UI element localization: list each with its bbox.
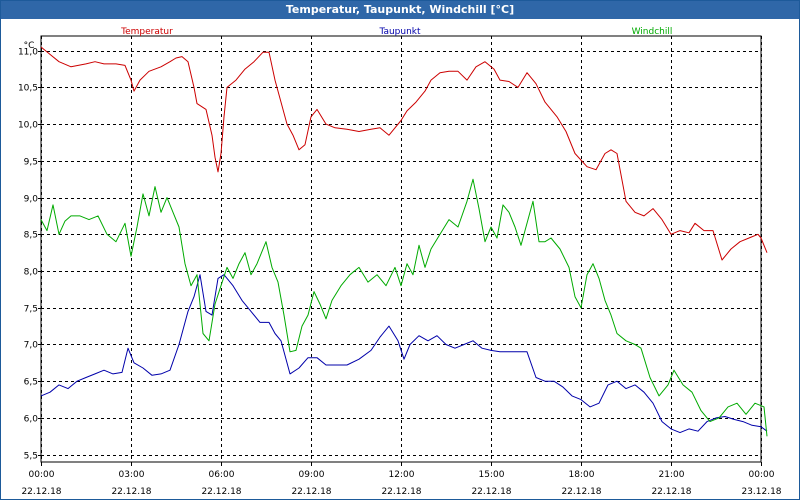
x-tick-date: 22.12.18 — [651, 487, 691, 497]
y-tick-label: 10,5 — [18, 84, 38, 94]
y-tick-label: 8,0 — [24, 268, 39, 278]
series-line-temperatur — [40, 46, 768, 261]
y-tick-label: 9,0 — [24, 195, 39, 205]
legend-windchill: Windchill — [632, 27, 673, 37]
x-tick-date: 22.12.18 — [471, 487, 511, 497]
x-tick-date: 22.12.18 — [201, 487, 241, 497]
series-line-windchill — [40, 178, 768, 437]
x-tick-time: 03:00 — [119, 470, 145, 480]
legend-taupunkt: Taupunkt — [378, 27, 421, 37]
x-tick-time: 21:00 — [659, 470, 685, 480]
y-tick-label: 5,5 — [24, 452, 38, 462]
y-tick-label: 6,0 — [24, 415, 39, 425]
y-axis-unit: °C — [24, 41, 35, 51]
chart-plot: 5,5 6,0 6,5 7,0 7,5 8,0 8,5 9,0 9,5 10,0 10,5 11,0°… — [18, 27, 782, 497]
y-tick-label: 7,5 — [24, 305, 38, 315]
x-tick-time: 00:00 — [749, 470, 775, 480]
x-tick-date: 22.12.18 — [291, 487, 331, 497]
y-tick-label: 8,5 — [24, 231, 38, 241]
x-tick-date: 23.12.18 — [741, 487, 781, 497]
y-tick-label: 10,0 — [18, 121, 38, 131]
y-tick-label: 9,5 — [24, 158, 38, 168]
y-tick-label: 7,0 — [24, 341, 39, 351]
x-tick-date: 22.12.18 — [381, 487, 421, 497]
y-tick-label: 6,5 — [24, 378, 38, 388]
legend-temperatur: Temperatur — [120, 27, 173, 37]
x-tick-time: 15:00 — [479, 470, 505, 480]
chart-title-bar: Temperatur, Taupunkt, Windchill [°C] — [1, 1, 799, 19]
x-tick-date: 22.12.18 — [21, 487, 61, 497]
y-tick-label: 11,0 — [18, 48, 38, 58]
x-tick-time: 18:00 — [569, 470, 595, 480]
x-tick-time: 06:00 — [209, 470, 235, 480]
x-tick-time: 00:00 — [29, 470, 55, 480]
x-tick-time: 12:00 — [389, 470, 415, 480]
x-tick-date: 22.12.18 — [561, 487, 601, 497]
series-line-taupunkt — [40, 274, 768, 434]
x-tick-time: 09:00 — [299, 470, 325, 480]
x-tick-date: 22.12.18 — [111, 487, 151, 497]
